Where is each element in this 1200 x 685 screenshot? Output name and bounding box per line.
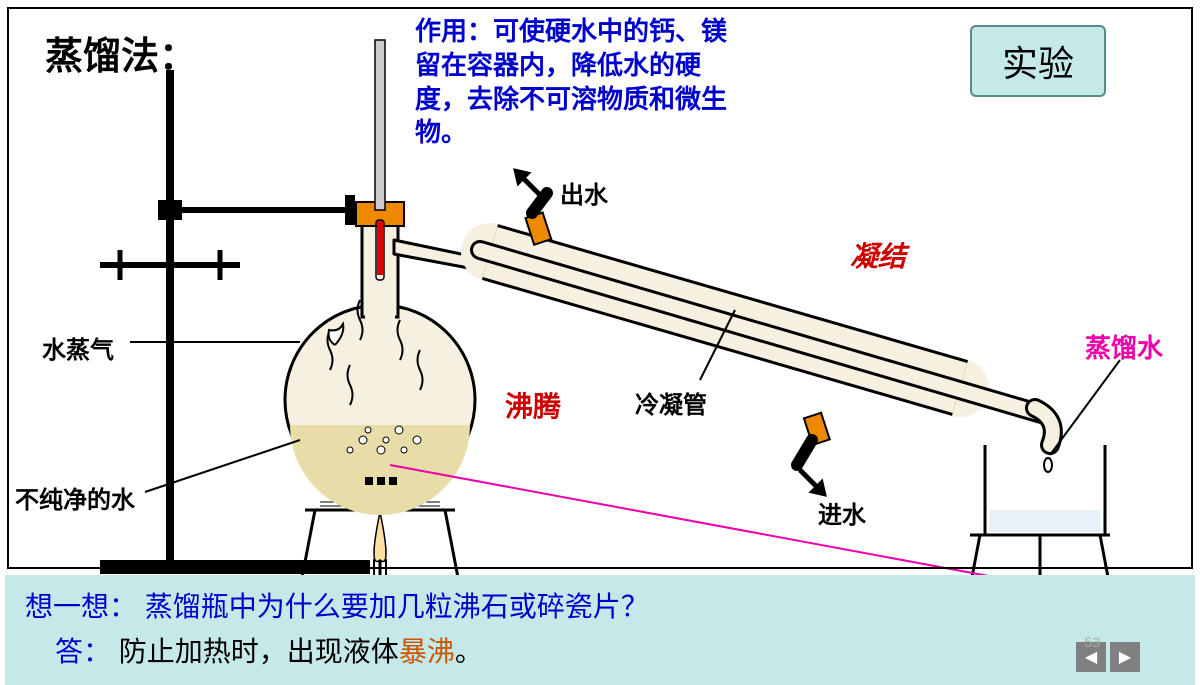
label-condenser-tube: 冷凝管 (635, 385, 707, 420)
question-text: 蒸馏瓶中为什么要加几粒沸石或碎瓷片？ (145, 591, 649, 622)
page-number: 53 (1084, 634, 1100, 650)
experiment-banner: 实验 (970, 25, 1106, 97)
label-steam: 水蒸气 (42, 330, 114, 365)
question-box: 想一想： 蒸馏瓶中为什么要加几粒沸石或碎瓷片？ 答： 防止加热时，出现液体暴沸。 (5, 575, 1195, 685)
label-boiling: 沸腾 (505, 385, 561, 425)
page-title: 蒸馏法： (45, 25, 197, 80)
label-outlet: 出水 (560, 175, 608, 210)
answer-text-2: 。 (455, 636, 483, 667)
label-distilled-water: 蒸馏水 (1085, 328, 1163, 365)
label-impure-water: 不纯净的水 (15, 480, 135, 515)
answer-text-1: 防止加热时，出现液体 (119, 636, 399, 667)
answer-highlight: 暴沸 (399, 636, 455, 667)
question-prefix: 想一想： (25, 591, 137, 622)
answer-prefix: 答： (55, 636, 111, 667)
next-button[interactable]: ▶ (1110, 642, 1140, 672)
label-inlet: 进水 (818, 495, 866, 530)
purpose-text: 作用：可使硬水中的钙、镁留在容器内，降低水的硬度，去除不可溶物质和微生物。 (415, 15, 745, 150)
label-condense: 凝结 (850, 235, 906, 275)
